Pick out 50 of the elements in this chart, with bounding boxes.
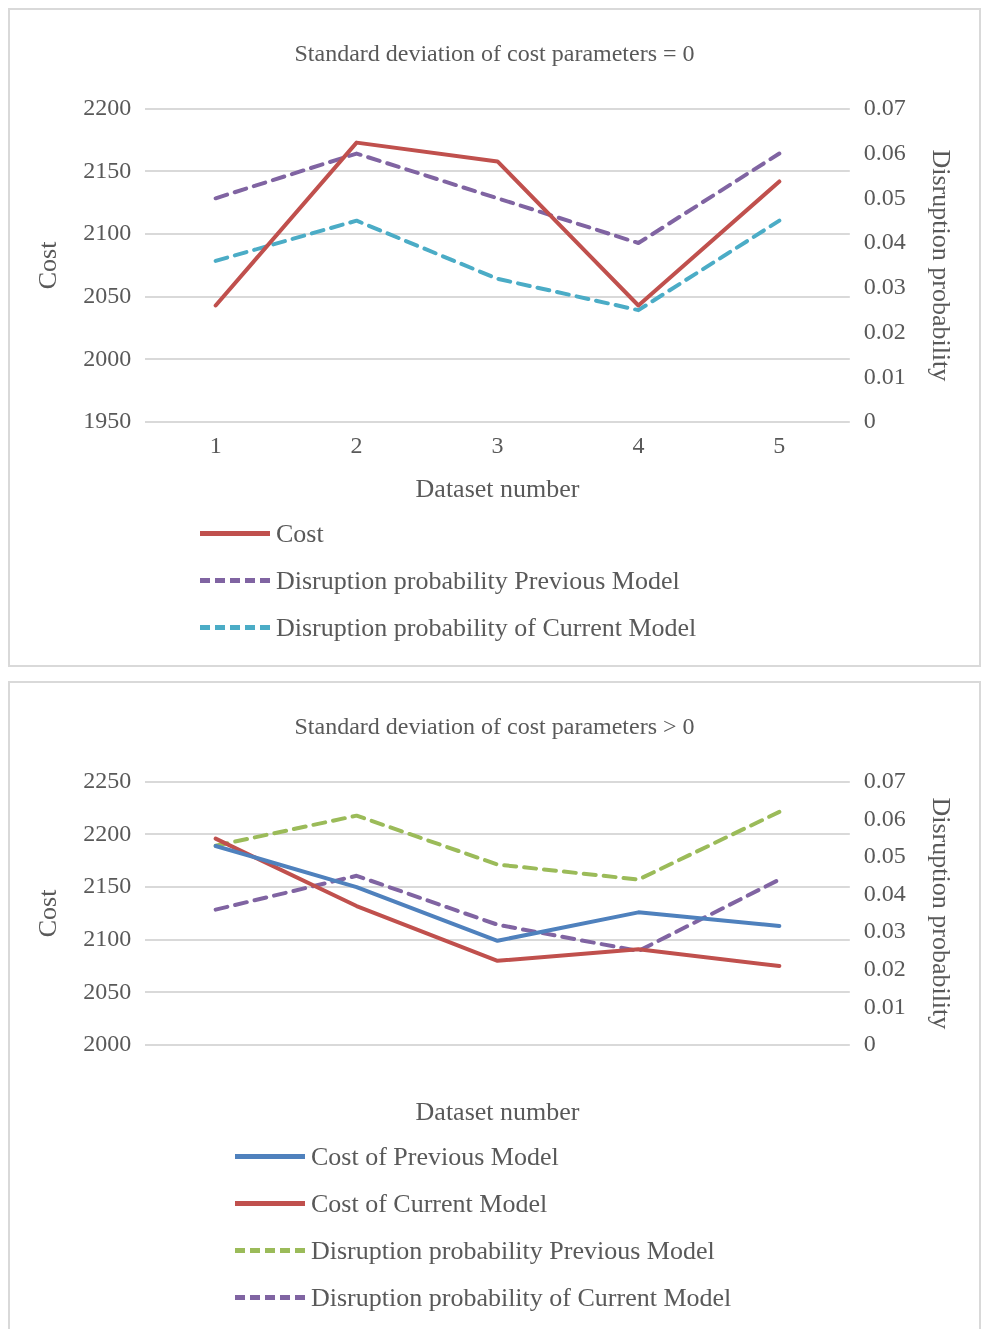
y2-tick-label: 0 (863, 1030, 876, 1057)
x-tick-label: 3 (491, 431, 504, 458)
y2-tick-label: 0.05 (863, 183, 906, 210)
y-tick-label: 2250 (83, 767, 132, 794)
legend-label: Disruption probability Previous Model (276, 565, 680, 596)
legend-label: Disruption probability of Current Model (311, 1282, 732, 1313)
y2-tick-label: 0.03 (863, 273, 906, 300)
y-tick-label: 2150 (83, 156, 132, 183)
y-axis-title: Cost (33, 240, 63, 290)
y-tick-label: 2000 (83, 344, 132, 371)
y2-tick-label: 0.05 (863, 842, 906, 869)
x-tick-label: 4 (632, 431, 645, 458)
y-tick-label: 2150 (83, 872, 132, 899)
chart-title: Standard deviation of cost parameters = 0 (294, 39, 695, 66)
y-tick-label: 2100 (83, 925, 132, 952)
y2-tick-label: 0.02 (863, 317, 906, 344)
x-axis-title: Dataset number (415, 1097, 580, 1127)
y2-tick-label: 0.01 (863, 992, 906, 1019)
y2-tick-label: 0.04 (863, 228, 906, 255)
legend-label: Disruption probability Previous Model (311, 1235, 715, 1266)
y2-tick-label: 0.03 (863, 917, 906, 944)
line-series (213, 809, 782, 882)
y2-tick-label: 0.04 (863, 879, 906, 906)
y2-tick-label: 0.06 (863, 804, 906, 831)
y2-tick-label: 0.06 (863, 138, 906, 165)
y-tick-label: 2000 (83, 1030, 132, 1057)
x-axis-title: Dataset number (415, 474, 580, 504)
y2-tick-label: 0.02 (863, 955, 906, 982)
x-tick-label: 2 (350, 431, 363, 458)
legend-label: Disruption probability of Current Model (276, 612, 697, 643)
y-tick-label: 2050 (83, 977, 132, 1004)
y-tick-label: 1950 (83, 407, 132, 434)
y2-tick-label: 0.07 (863, 94, 906, 121)
y2-tick-label: 0 (863, 407, 876, 434)
legend-label: Cost of Current Model (311, 1188, 548, 1219)
x-tick-label: 5 (773, 431, 786, 458)
legend-label: Cost (276, 518, 324, 549)
y2-axis-title: Disruption probability (926, 797, 956, 1030)
y-tick-label: 2050 (83, 282, 132, 309)
y-axis-title: Cost (33, 888, 63, 938)
y-tick-label: 2200 (83, 819, 132, 846)
y2-tick-label: 0.07 (863, 767, 906, 794)
y2-tick-label: 0.01 (863, 362, 906, 389)
chart-title: Standard deviation of cost parameters > 0 (294, 712, 695, 739)
x-tick-label: 1 (209, 431, 222, 458)
y2-axis-title: Disruption probability (926, 149, 956, 382)
y-tick-label: 2200 (83, 94, 132, 121)
legend-label: Cost of Previous Model (311, 1141, 559, 1172)
y-tick-label: 2100 (83, 219, 132, 246)
line-series (213, 218, 782, 313)
